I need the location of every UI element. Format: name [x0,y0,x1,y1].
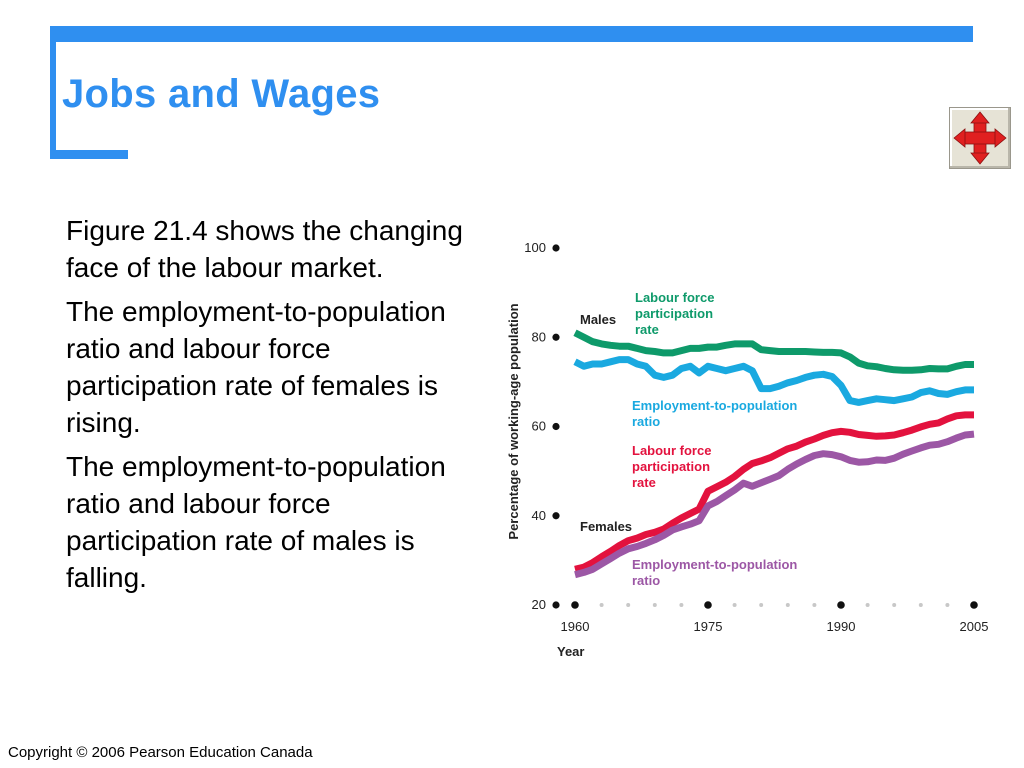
y-tick-label: 40 [532,508,546,523]
chart-svg: 20 40 60 80 100 1960 1975 1990 2005 Percentage of… [506,240,989,659]
x-tick-dot [837,601,845,609]
x-tick-label: 1960 [561,619,590,634]
x-tick-label: 1990 [827,619,856,634]
slide-title: Jobs and Wages [62,72,381,116]
series-label-2: Employment-to-population [632,398,797,413]
y-tick-dot [552,422,560,431]
x-tick-label: 1975 [694,619,723,634]
y-tick-dot [552,512,560,520]
x-tick-dot [571,601,579,609]
series-line-1 [573,329,974,374]
series-line-3 [574,411,974,573]
x-minor-tick-dot [652,603,657,607]
y-tick-label: 20 [532,597,546,612]
x-tick-label: 2005 [960,619,989,634]
y-tick-label: 60 [532,419,546,434]
series-label-1: participation [635,306,713,321]
y-tick-dot [552,244,560,252]
x-minor-tick-dot [732,603,737,607]
y-tick-label: 80 [532,329,546,344]
x-tick-dot [704,601,712,609]
x-minor-tick-dot [918,603,923,607]
series-label-4: ratio [632,573,660,588]
body-paragraph-1: Figure 21.4 shows the changing face of t… [66,215,463,283]
series-label-4: Employment-to-population [632,557,797,572]
x-minor-tick-dot [945,603,950,607]
labour-market-chart: 20 40 60 80 100 1960 1975 1990 2005 Percentage of… [498,228,998,668]
x-minor-tick-dot [759,603,764,607]
x-minor-tick-dot [865,603,870,607]
left-accent-bar [50,26,56,159]
x-minor-tick-dot [785,603,790,607]
x-tick-dot [970,601,978,609]
y-axis-title: Percentage of working-age population [506,303,521,539]
four-way-arrows-icon[interactable] [949,107,1011,169]
y-tick-dot [552,601,560,609]
group-label-females: Females [580,519,632,534]
body-paragraph-2: The employment-to-population ratio and l… [66,296,446,438]
y-tick-dot [552,333,560,341]
series-label-3: Labour force [632,443,711,458]
x-minor-tick-dot [812,603,817,607]
group-label-males: Males [580,312,616,327]
copyright-notice: Copyright © 2006 Pearson Education Canad… [8,744,313,761]
four-way-arrows-icon-graphic [953,111,1007,165]
x-minor-tick-dot [892,603,897,607]
x-minor-tick-dot [679,603,684,607]
series-label-1: Labour force [635,290,714,305]
x-minor-tick-dot [599,603,604,607]
slide-body: Figure 21.4 shows the changing face of t… [66,212,476,603]
series-label-2: ratio [632,414,660,429]
series-label-3: rate [632,475,656,490]
series-line-4 [574,430,975,579]
y-tick-label: 100 [524,240,546,255]
top-accent-bar [50,26,973,42]
x-axis-title: Year [557,644,584,659]
body-paragraph-3: The employment-to-population ratio and l… [66,451,446,593]
title-underline-bar [50,150,128,159]
x-minor-tick-dot [626,603,631,607]
series-label-1: rate [635,322,659,337]
series-label-3: participation [632,459,710,474]
series-line-2 [573,356,974,406]
